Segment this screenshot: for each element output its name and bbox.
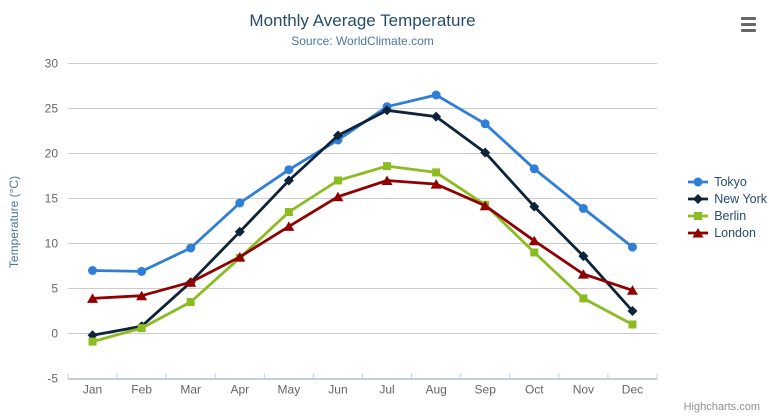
data-point-london — [87, 293, 99, 303]
menu-bar — [741, 28, 756, 32]
xaxis-tick-label: Sep — [475, 383, 497, 397]
xaxis-tick-label: Jan — [83, 383, 102, 397]
data-point-new-york — [480, 147, 491, 158]
xaxis-tick-label: Feb — [131, 383, 152, 397]
yaxis-tick-label: 30 — [45, 57, 59, 71]
xaxis-tick-label: May — [278, 383, 301, 397]
yaxis-tick-label: 15 — [45, 192, 59, 206]
menu-bar — [741, 17, 756, 21]
legend-marker — [694, 212, 703, 220]
yaxis-tick-label: 10 — [45, 237, 59, 251]
hamburger-menu-icon[interactable] — [739, 15, 760, 34]
data-point-new-york — [627, 306, 638, 316]
data-point-new-york — [431, 111, 442, 122]
xaxis-tick-label: Oct — [525, 383, 544, 397]
data-point-london — [283, 221, 295, 231]
xaxis-tick-label: Mar — [180, 383, 201, 397]
data-point-new-york — [234, 226, 245, 237]
xaxis-tick-label: Aug — [425, 383, 446, 397]
xaxis-tick-label: Apr — [230, 383, 249, 397]
data-point-tokyo — [235, 198, 245, 208]
data-point-london — [430, 179, 442, 189]
series-new-york — [87, 105, 638, 341]
data-point-london — [332, 191, 344, 202]
credits-link[interactable]: Highcharts.com — [683, 401, 760, 413]
series-tokyo — [88, 90, 637, 276]
legend-marker — [692, 228, 704, 238]
legend-marker — [693, 177, 703, 187]
data-point-tokyo — [480, 119, 490, 129]
legend-marker — [693, 194, 704, 204]
legend-item-london[interactable]: London — [687, 225, 767, 241]
data-point-london — [234, 252, 246, 262]
chart-subtitle: Source: WorldClimate.com — [291, 34, 434, 48]
data-point-new-york — [578, 251, 589, 262]
legend-item-berlin[interactable]: Berlin — [687, 208, 767, 224]
legend-label: Tokyo — [714, 175, 747, 189]
data-point-london — [528, 235, 540, 246]
legend-item-new-york[interactable]: New York — [687, 191, 767, 207]
series-line-london — [91, 179, 634, 300]
chart-title: Monthly Average Temperature — [249, 11, 476, 30]
data-point-berlin — [284, 208, 293, 216]
data-point-berlin — [88, 337, 97, 346]
yaxis-title: Temperature (°C) — [7, 175, 21, 269]
data-point-london — [626, 285, 638, 295]
data-point-london — [577, 269, 589, 279]
data-point-tokyo — [284, 165, 294, 175]
triangle-marker-icon — [688, 228, 709, 238]
data-point-new-york — [529, 201, 540, 212]
menu-bar — [741, 22, 756, 27]
series-berlin — [88, 162, 637, 346]
square-marker-icon — [688, 212, 709, 220]
legend: Tokyo New York Berlin London — [687, 174, 767, 241]
legend-label: London — [714, 226, 756, 240]
data-point-london — [381, 175, 393, 185]
xaxis-tick-label: Dec — [622, 383, 643, 397]
legend-label: Berlin — [714, 209, 747, 223]
data-point-london — [479, 200, 491, 211]
data-point-new-york — [382, 105, 393, 116]
data-point-berlin — [579, 294, 588, 303]
data-point-tokyo — [137, 266, 147, 276]
yaxis-tick-label: 0 — [51, 327, 58, 341]
circle-marker-icon — [688, 177, 709, 187]
yaxis-tick-label: 5 — [51, 282, 58, 296]
diamond-marker-icon — [688, 194, 709, 204]
series-line-berlin — [91, 164, 634, 344]
data-point-tokyo — [627, 242, 637, 252]
data-point-new-york — [332, 130, 343, 141]
data-point-london — [185, 277, 197, 287]
xaxis-tick-label: Jul — [379, 383, 394, 397]
data-point-new-york — [283, 175, 294, 186]
legend-label: New York — [714, 192, 767, 206]
xaxis-tick-label: Nov — [573, 383, 594, 397]
data-point-berlin — [628, 320, 637, 329]
series-london — [87, 175, 638, 303]
data-point-berlin — [432, 168, 441, 177]
yaxis-tick-label: 25 — [45, 102, 59, 116]
legend-item-tokyo[interactable]: Tokyo — [687, 174, 767, 190]
data-point-tokyo — [88, 266, 98, 275]
data-point-tokyo — [431, 90, 441, 100]
data-point-tokyo — [529, 164, 539, 174]
data-point-berlin — [530, 248, 539, 257]
data-point-tokyo — [578, 203, 588, 213]
data-point-berlin — [383, 162, 392, 171]
yaxis-tick-label: 20 — [45, 147, 59, 161]
data-point-berlin — [333, 176, 342, 185]
data-point-berlin — [186, 298, 195, 306]
data-point-london — [136, 290, 148, 301]
data-point-tokyo — [186, 243, 196, 253]
yaxis-tick-label: -5 — [47, 372, 58, 386]
data-point-berlin — [137, 324, 146, 333]
xaxis-tick-label: Jun — [328, 383, 347, 397]
series-line-new-york — [91, 108, 634, 337]
